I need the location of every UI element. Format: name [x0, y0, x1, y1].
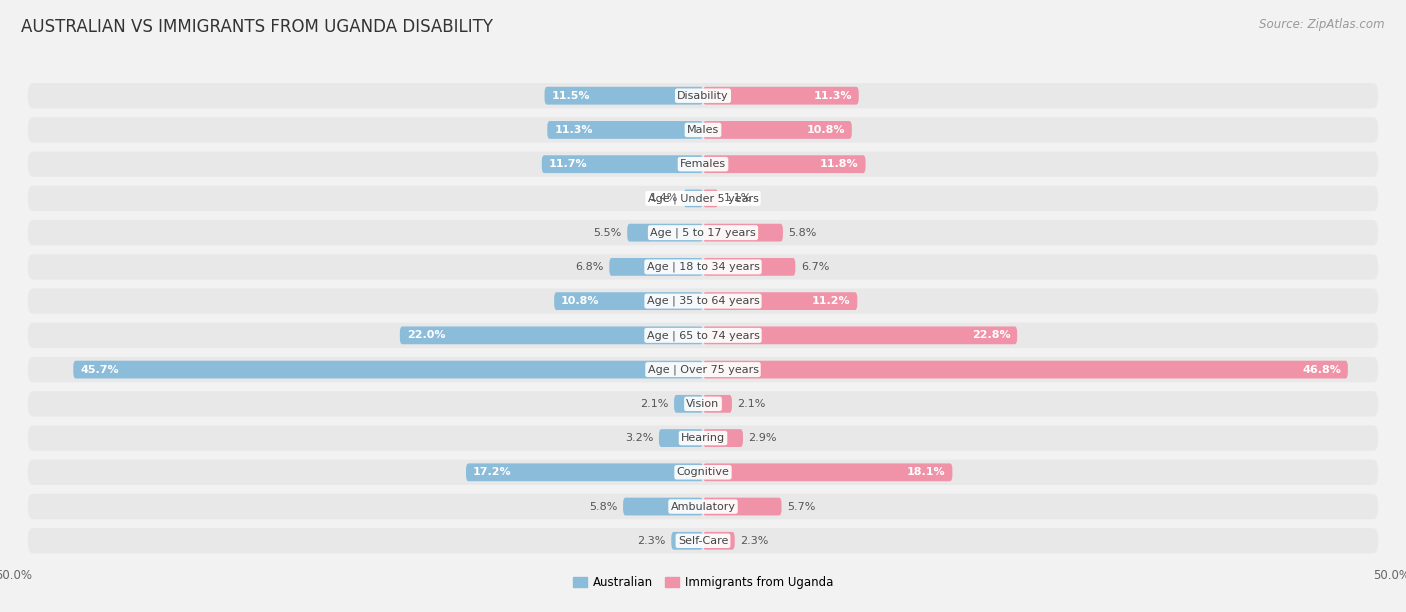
- Text: 5.7%: 5.7%: [787, 502, 815, 512]
- FancyBboxPatch shape: [703, 395, 733, 412]
- Text: Ambulatory: Ambulatory: [671, 502, 735, 512]
- FancyBboxPatch shape: [28, 528, 1378, 553]
- Text: Source: ZipAtlas.com: Source: ZipAtlas.com: [1260, 18, 1385, 31]
- FancyBboxPatch shape: [547, 121, 703, 139]
- Text: 6.7%: 6.7%: [801, 262, 830, 272]
- FancyBboxPatch shape: [703, 498, 782, 515]
- Text: 11.3%: 11.3%: [554, 125, 593, 135]
- Text: Age | 18 to 34 years: Age | 18 to 34 years: [647, 262, 759, 272]
- FancyBboxPatch shape: [703, 326, 1017, 345]
- FancyBboxPatch shape: [28, 357, 1378, 382]
- FancyBboxPatch shape: [703, 292, 858, 310]
- Text: 10.8%: 10.8%: [561, 296, 599, 306]
- Text: 22.8%: 22.8%: [972, 330, 1011, 340]
- Text: Age | 5 to 17 years: Age | 5 to 17 years: [650, 228, 756, 238]
- Text: 18.1%: 18.1%: [907, 468, 945, 477]
- Text: Cognitive: Cognitive: [676, 468, 730, 477]
- FancyBboxPatch shape: [28, 494, 1378, 519]
- Text: 5.5%: 5.5%: [593, 228, 621, 237]
- FancyBboxPatch shape: [28, 288, 1378, 314]
- FancyBboxPatch shape: [28, 323, 1378, 348]
- FancyBboxPatch shape: [73, 360, 703, 378]
- FancyBboxPatch shape: [673, 395, 703, 412]
- FancyBboxPatch shape: [28, 425, 1378, 451]
- FancyBboxPatch shape: [28, 220, 1378, 245]
- FancyBboxPatch shape: [28, 185, 1378, 211]
- FancyBboxPatch shape: [465, 463, 703, 481]
- Text: 10.8%: 10.8%: [807, 125, 845, 135]
- FancyBboxPatch shape: [28, 118, 1378, 143]
- FancyBboxPatch shape: [703, 190, 718, 207]
- Text: 2.3%: 2.3%: [740, 536, 769, 546]
- Text: 5.8%: 5.8%: [589, 502, 617, 512]
- Text: 3.2%: 3.2%: [626, 433, 654, 443]
- FancyBboxPatch shape: [623, 498, 703, 515]
- FancyBboxPatch shape: [703, 155, 866, 173]
- Text: Age | 65 to 74 years: Age | 65 to 74 years: [647, 330, 759, 341]
- Text: 6.8%: 6.8%: [575, 262, 603, 272]
- FancyBboxPatch shape: [28, 391, 1378, 417]
- FancyBboxPatch shape: [554, 292, 703, 310]
- Text: 5.8%: 5.8%: [789, 228, 817, 237]
- Legend: Australian, Immigrants from Uganda: Australian, Immigrants from Uganda: [568, 572, 838, 594]
- Text: Disability: Disability: [678, 91, 728, 101]
- FancyBboxPatch shape: [28, 460, 1378, 485]
- FancyBboxPatch shape: [544, 87, 703, 105]
- Text: 11.5%: 11.5%: [551, 91, 591, 101]
- FancyBboxPatch shape: [703, 532, 735, 550]
- Text: Hearing: Hearing: [681, 433, 725, 443]
- Text: Males: Males: [688, 125, 718, 135]
- FancyBboxPatch shape: [703, 258, 796, 276]
- Text: Age | Under 5 years: Age | Under 5 years: [648, 193, 758, 204]
- Text: 1.1%: 1.1%: [724, 193, 752, 203]
- Text: Age | Over 75 years: Age | Over 75 years: [648, 364, 758, 375]
- Text: 46.8%: 46.8%: [1302, 365, 1341, 375]
- Text: 11.7%: 11.7%: [548, 159, 588, 169]
- FancyBboxPatch shape: [627, 224, 703, 242]
- FancyBboxPatch shape: [28, 152, 1378, 177]
- Text: Vision: Vision: [686, 399, 720, 409]
- Text: 45.7%: 45.7%: [80, 365, 120, 375]
- Text: 11.2%: 11.2%: [811, 296, 851, 306]
- FancyBboxPatch shape: [703, 121, 852, 139]
- Text: AUSTRALIAN VS IMMIGRANTS FROM UGANDA DISABILITY: AUSTRALIAN VS IMMIGRANTS FROM UGANDA DIS…: [21, 18, 494, 36]
- Text: Self-Care: Self-Care: [678, 536, 728, 546]
- FancyBboxPatch shape: [659, 429, 703, 447]
- Text: 1.4%: 1.4%: [650, 193, 678, 203]
- FancyBboxPatch shape: [703, 87, 859, 105]
- FancyBboxPatch shape: [28, 254, 1378, 280]
- Text: Females: Females: [681, 159, 725, 169]
- FancyBboxPatch shape: [399, 326, 703, 345]
- FancyBboxPatch shape: [703, 463, 952, 481]
- FancyBboxPatch shape: [609, 258, 703, 276]
- FancyBboxPatch shape: [703, 429, 742, 447]
- FancyBboxPatch shape: [541, 155, 703, 173]
- Text: 2.1%: 2.1%: [640, 399, 669, 409]
- Text: 11.3%: 11.3%: [813, 91, 852, 101]
- FancyBboxPatch shape: [703, 360, 1348, 378]
- FancyBboxPatch shape: [671, 532, 703, 550]
- Text: 2.9%: 2.9%: [748, 433, 778, 443]
- FancyBboxPatch shape: [703, 224, 783, 242]
- Text: 11.8%: 11.8%: [820, 159, 859, 169]
- FancyBboxPatch shape: [683, 190, 703, 207]
- Text: 17.2%: 17.2%: [472, 468, 512, 477]
- Text: Age | 35 to 64 years: Age | 35 to 64 years: [647, 296, 759, 307]
- Text: 2.1%: 2.1%: [738, 399, 766, 409]
- FancyBboxPatch shape: [28, 83, 1378, 108]
- Text: 22.0%: 22.0%: [406, 330, 446, 340]
- Text: 2.3%: 2.3%: [637, 536, 666, 546]
